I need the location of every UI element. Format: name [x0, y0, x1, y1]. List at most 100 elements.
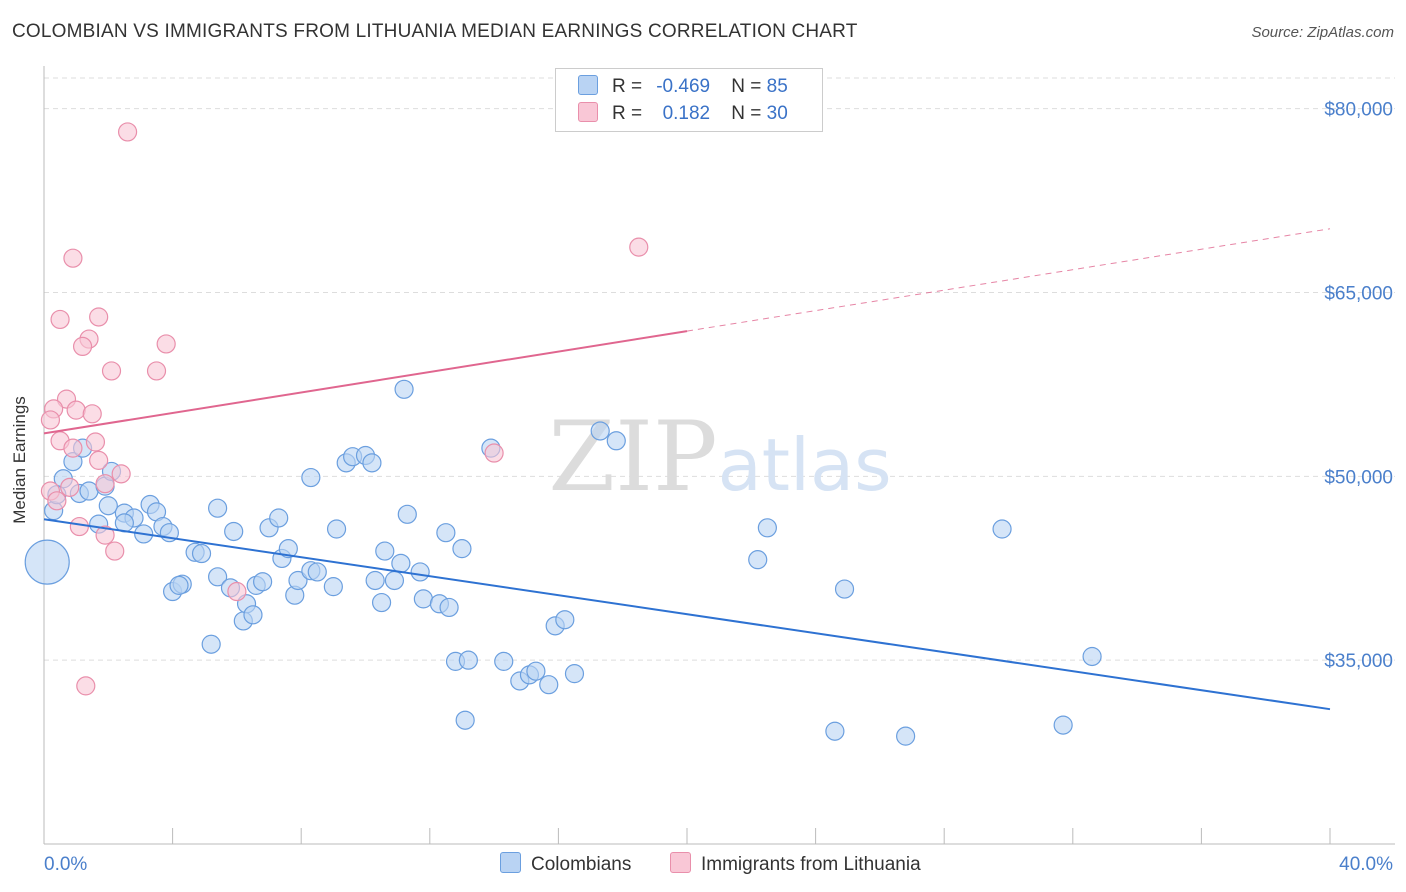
colombians-point — [539, 675, 559, 695]
colombians-point — [301, 467, 321, 488]
lithuania-point — [47, 491, 67, 511]
lithuania-point — [95, 474, 115, 494]
colombians-point — [896, 726, 916, 746]
legend-row-colombians: R = -0.469 N = 85 — [578, 75, 788, 98]
r-label: R = — [612, 103, 643, 124]
colombians-point — [992, 519, 1012, 539]
lithuania-point — [227, 581, 247, 602]
colombians-point — [494, 651, 514, 671]
lithuania-point — [629, 237, 649, 257]
colombians-point — [394, 379, 414, 399]
lithuania-point — [76, 676, 96, 696]
colombians-point — [455, 710, 475, 730]
colombians-point — [208, 567, 228, 587]
colombians-point — [224, 521, 244, 542]
lithuania-point — [89, 450, 109, 470]
x-tick-label: 40.0% — [1339, 854, 1393, 875]
colombians-point — [825, 721, 845, 741]
colombians-point — [79, 481, 99, 501]
colombians-point — [1053, 715, 1073, 735]
y-tick-label: $80,000 — [1324, 100, 1393, 121]
colombians-point — [371, 592, 392, 613]
pink-swatch-icon — [578, 102, 598, 122]
lithuania-point — [66, 400, 86, 420]
legend-item-lithuania[interactable]: Immigrants from Lithuania — [670, 852, 921, 876]
colombians-points — [24, 379, 1102, 746]
lithuania-point — [63, 438, 83, 458]
lithuania-point — [72, 336, 93, 357]
legend-label: Colombians — [531, 854, 632, 875]
colombians-point — [169, 575, 189, 595]
lithuania-point — [85, 432, 106, 452]
lithuania-point — [117, 122, 138, 142]
colombians-point — [834, 579, 855, 599]
colombians-point — [1082, 646, 1102, 667]
pink-swatch-icon — [670, 852, 691, 873]
legend-item-colombians[interactable]: Colombians — [500, 852, 631, 876]
n-label: N = — [731, 76, 762, 97]
n-value: 85 — [766, 76, 788, 97]
n-value: 30 — [766, 103, 788, 124]
colombians-point — [757, 518, 777, 538]
colombians-point — [365, 570, 385, 591]
lithuania-point — [101, 361, 122, 381]
y-tick-label: $50,000 — [1324, 467, 1393, 488]
colombians-trendline — [43, 518, 1331, 711]
lithuania-point — [484, 443, 504, 463]
correlation-legend: R = -0.469 N = 85 R = 0.182 N = 30 — [555, 68, 823, 132]
colombians-point — [391, 553, 411, 573]
colombians-point — [278, 539, 298, 559]
colombians-point — [410, 562, 430, 582]
r-label: R = — [612, 76, 643, 97]
colombians-point — [590, 421, 610, 441]
n-label: N = — [731, 103, 762, 124]
chart-title: COLOMBIAN VS IMMIGRANTS FROM LITHUANIA M… — [12, 21, 858, 42]
legend-label: Immigrants from Lithuania — [701, 854, 921, 875]
colombians-point — [439, 597, 459, 618]
colombians-point — [24, 539, 70, 585]
r-value: -0.469 — [656, 76, 711, 97]
lithuania-trendline — [43, 330, 688, 435]
colombians-point — [243, 605, 263, 625]
r-value: 0.182 — [662, 103, 711, 124]
colombians-point — [555, 610, 575, 630]
y-tick-label: $35,000 — [1324, 651, 1393, 672]
colombians-point — [326, 519, 347, 539]
colombians-point — [397, 504, 417, 524]
colombians-point — [458, 650, 478, 670]
blue-swatch-icon — [500, 852, 521, 873]
lithuania-point — [89, 307, 109, 327]
colombians-point — [208, 498, 228, 518]
colombians-point — [307, 562, 327, 582]
colombians-point — [98, 496, 118, 516]
colombians-point — [269, 508, 289, 528]
legend-row-lithuania: R = 0.182 N = 30 — [578, 102, 788, 125]
lithuania-point — [40, 410, 61, 430]
colombians-point — [413, 589, 433, 609]
colombians-point — [201, 634, 221, 654]
colombians-point — [748, 550, 768, 570]
lithuania-point — [60, 477, 80, 497]
lithuania-point — [82, 404, 102, 424]
colombians-point — [253, 572, 273, 592]
colombians-point — [323, 577, 343, 597]
blue-swatch-icon — [578, 75, 598, 95]
x-tick-label: 0.0% — [44, 854, 87, 875]
lithuania-points — [40, 122, 649, 696]
y-axis-label: Median Earnings — [10, 396, 29, 524]
lithuania-point — [111, 464, 131, 484]
colombians-point — [436, 523, 456, 543]
colombians-point — [606, 431, 626, 451]
colombians-point — [191, 543, 212, 564]
lithuania-point — [146, 361, 167, 381]
lithuania-trendline-extension — [686, 228, 1331, 332]
colombians-point — [375, 541, 395, 561]
colombians-point — [526, 661, 546, 681]
lithuania-point — [156, 334, 176, 354]
lithuania-point — [50, 309, 70, 330]
colombians-point — [288, 570, 308, 591]
source-credit: Source: ZipAtlas.com — [1251, 24, 1394, 41]
watermark-text: ZIPatlas — [548, 401, 891, 513]
lithuania-point — [69, 516, 89, 537]
